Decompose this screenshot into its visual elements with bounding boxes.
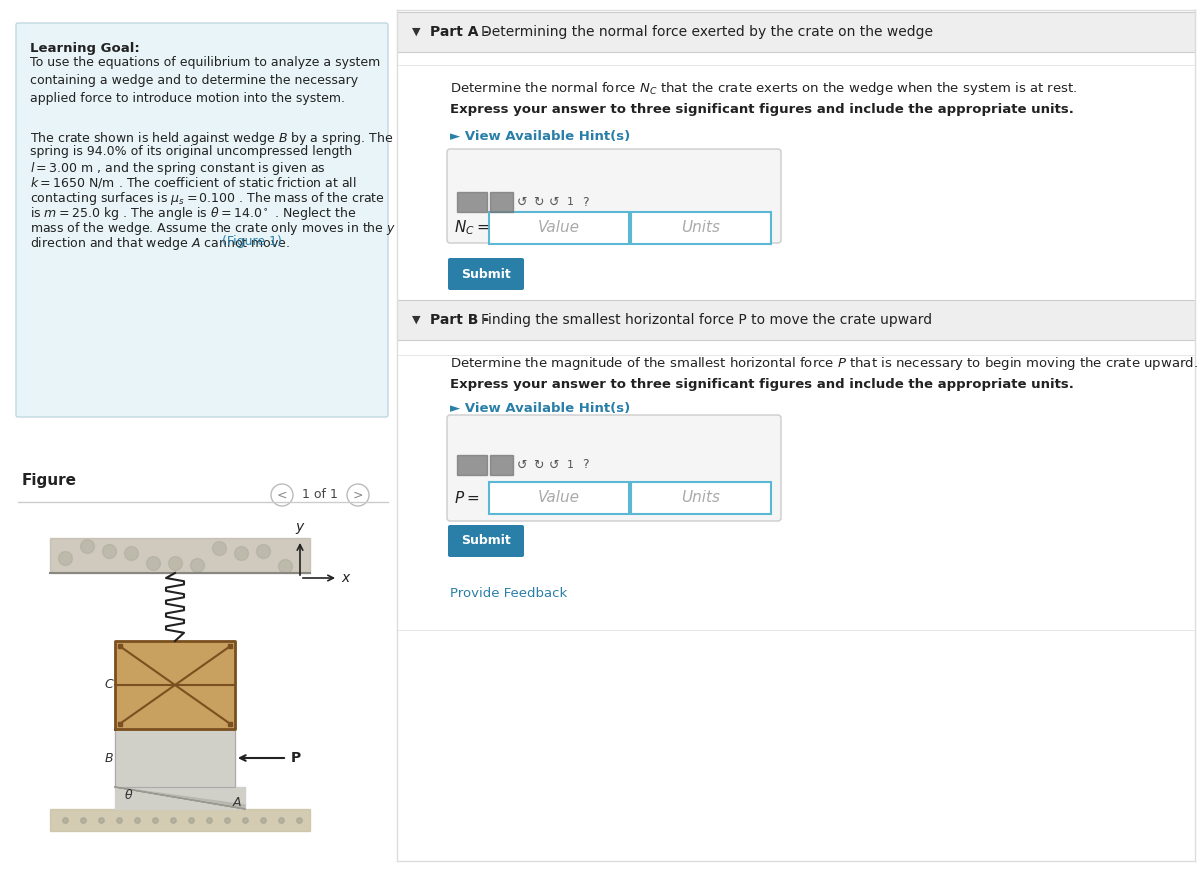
Text: P: P <box>292 751 301 765</box>
FancyBboxPatch shape <box>446 149 781 243</box>
Text: $P =$: $P =$ <box>454 490 479 506</box>
FancyBboxPatch shape <box>490 482 629 514</box>
Text: ↺: ↺ <box>517 196 527 209</box>
Text: 1 of 1: 1 of 1 <box>302 488 338 501</box>
Text: <: < <box>277 488 287 501</box>
Text: ↺: ↺ <box>517 459 527 472</box>
Text: mass of the wedge. Assume the crate only moves in the $y$: mass of the wedge. Assume the crate only… <box>30 220 396 237</box>
FancyBboxPatch shape <box>397 355 1195 630</box>
Text: Part B -: Part B - <box>430 313 494 327</box>
FancyBboxPatch shape <box>448 258 524 290</box>
Text: 1: 1 <box>566 460 574 470</box>
Text: ↺: ↺ <box>548 459 559 472</box>
FancyBboxPatch shape <box>631 482 772 514</box>
Text: Units: Units <box>682 221 720 235</box>
Text: is $m = 25.0$ kg . The angle is $\theta = 14.0^\circ$ . Neglect the: is $m = 25.0$ kg . The angle is $\theta … <box>30 205 356 222</box>
Text: ▼: ▼ <box>412 27 420 37</box>
Text: Express your answer to three significant figures and include the appropriate uni: Express your answer to three significant… <box>450 103 1074 116</box>
Polygon shape <box>490 192 514 212</box>
Text: $B$: $B$ <box>104 752 114 765</box>
Text: ↻: ↻ <box>533 196 544 209</box>
Text: ► View Available Hint(s): ► View Available Hint(s) <box>450 130 630 143</box>
Text: Value: Value <box>538 221 580 235</box>
Text: Learning Goal:: Learning Goal: <box>30 42 139 55</box>
Text: Express your answer to three significant figures and include the appropriate uni: Express your answer to three significant… <box>450 378 1074 391</box>
Text: 1: 1 <box>566 197 574 207</box>
Text: ► View Available Hint(s): ► View Available Hint(s) <box>450 402 630 415</box>
Polygon shape <box>490 455 514 475</box>
Polygon shape <box>115 641 235 729</box>
Text: Determine the magnitude of the smallest horizontal force $P$ that is necessary t: Determine the magnitude of the smallest … <box>450 355 1198 372</box>
Text: contacting surfaces is $\mu_s = 0.100$ . The mass of the crate: contacting surfaces is $\mu_s = 0.100$ .… <box>30 190 385 207</box>
Text: Submit: Submit <box>461 534 511 547</box>
Text: Figure: Figure <box>22 473 77 488</box>
FancyBboxPatch shape <box>397 65 1195 315</box>
Polygon shape <box>115 787 245 809</box>
Polygon shape <box>115 787 245 809</box>
FancyBboxPatch shape <box>448 525 524 557</box>
Text: Determining the normal force exerted by the crate on the wedge: Determining the normal force exerted by … <box>481 25 934 39</box>
Text: $x$: $x$ <box>341 571 352 585</box>
Text: The crate shown is held against wedge $B$ by a spring. The: The crate shown is held against wedge $B… <box>30 130 394 147</box>
Text: Provide Feedback: Provide Feedback <box>450 587 568 600</box>
Text: >: > <box>353 488 364 501</box>
Polygon shape <box>115 729 235 787</box>
Text: Submit: Submit <box>461 268 511 281</box>
FancyBboxPatch shape <box>16 23 388 417</box>
Text: ↺: ↺ <box>548 196 559 209</box>
Text: $A$: $A$ <box>232 797 242 810</box>
Polygon shape <box>50 538 310 573</box>
Polygon shape <box>457 192 487 212</box>
Text: ?: ? <box>582 196 588 209</box>
Text: Determine the normal force $N_C$ that the crate exerts on the wedge when the sys: Determine the normal force $N_C$ that th… <box>450 80 1078 97</box>
Text: $\theta$: $\theta$ <box>124 788 133 802</box>
Text: $k = 1650$ N/m . The coefficient of static friction at all: $k = 1650$ N/m . The coefficient of stat… <box>30 175 356 190</box>
Text: (Figure 1): (Figure 1) <box>222 235 282 248</box>
Text: $y$: $y$ <box>295 521 305 536</box>
Text: Part A -: Part A - <box>430 25 494 39</box>
Text: ▼: ▼ <box>412 315 420 325</box>
Polygon shape <box>50 809 310 831</box>
Text: spring is 94.0% of its original uncompressed length: spring is 94.0% of its original uncompre… <box>30 145 352 158</box>
Text: To use the equations of equilibrium to analyze a system
containing a wedge and t: To use the equations of equilibrium to a… <box>30 56 380 105</box>
FancyBboxPatch shape <box>397 300 1195 340</box>
FancyBboxPatch shape <box>446 415 781 521</box>
Text: ?: ? <box>582 459 588 472</box>
FancyBboxPatch shape <box>631 212 772 244</box>
Text: $N_C =$: $N_C =$ <box>454 219 490 237</box>
Text: Value: Value <box>538 490 580 506</box>
Text: ↻: ↻ <box>533 459 544 472</box>
FancyBboxPatch shape <box>397 12 1195 52</box>
FancyBboxPatch shape <box>490 212 629 244</box>
Text: Finding the smallest horizontal force P to move the crate upward: Finding the smallest horizontal force P … <box>481 313 932 327</box>
Text: Units: Units <box>682 490 720 506</box>
Text: direction and that wedge $A$ cannot move.: direction and that wedge $A$ cannot move… <box>30 235 290 252</box>
Polygon shape <box>457 455 487 475</box>
Text: $l = 3.00$ m , and the spring constant is given as: $l = 3.00$ m , and the spring constant i… <box>30 160 326 177</box>
Text: $C$: $C$ <box>104 679 115 692</box>
